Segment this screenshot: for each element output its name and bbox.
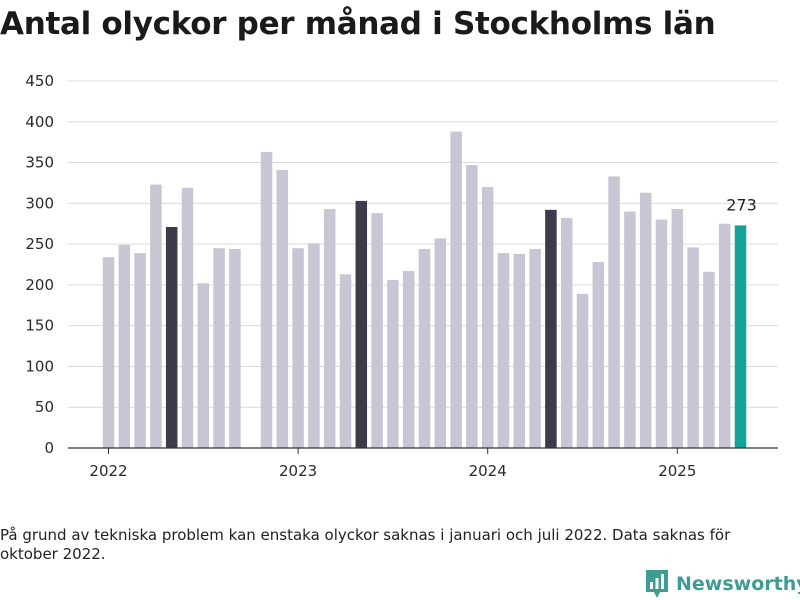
bar-2022-09 [229,249,241,448]
bar-2022-07 [197,283,210,448]
newsworthy-logo-icon [646,570,668,598]
bar-2024-09 [608,176,620,449]
y-tick-label: 200 [25,276,54,294]
bar-2024-04 [529,249,541,448]
bar-2024-02 [497,253,510,448]
y-tick-label: 150 [25,317,54,335]
bar-2023-10 [434,238,447,448]
bar-2024-08 [592,262,605,448]
y-tick-label: 300 [25,194,54,212]
x-tick-label: 2025 [658,462,696,480]
y-tick-label: 350 [25,154,54,172]
bar-2025-03 [703,271,715,448]
brand-name: Newsworthy [676,573,800,595]
bar-2022-11 [260,151,273,448]
bar-2024-10 [624,211,636,448]
bars [102,131,747,449]
latest-value-label: 273 [726,195,757,214]
bar-2023-12 [466,165,478,448]
bar-2023-11 [450,131,462,448]
bar-2025-02 [687,247,699,448]
bar-2024-03 [513,253,526,448]
bar-2023-05 [355,200,368,448]
y-axis-ticks: 0 50 100 150 200 250 300 350 400 450 [25,72,54,457]
bar-2023-02 [308,243,320,448]
chart-title: Antal olyckor per månad i Stockholms län [0,6,716,42]
bar-2024-07 [576,293,589,448]
bar-2024-11 [639,192,652,448]
footnote: På grund av tekniska problem kan enstaka… [0,526,731,563]
bar-2022-01 [102,257,115,448]
data-labels: 273 [726,195,757,214]
bar-2023-04 [339,274,352,448]
bar-2022-12 [276,169,289,448]
bar-2022-04 [150,184,162,448]
bar-2024-01 [481,187,494,448]
y-tick-label: 450 [25,72,54,90]
x-tick-label: 2024 [469,462,507,480]
x-tick-label: 2023 [279,462,317,480]
bar-2024-06 [560,218,573,448]
x-axis: 2022 2023 2024 2025 [68,447,778,480]
bar-2022-02 [118,244,131,448]
y-tick-label: 50 [35,398,54,416]
bar-2023-09 [418,249,431,448]
bar-2023-01 [292,248,304,448]
bar-2023-07 [387,279,399,448]
brand[interactable]: Newsworthy [645,569,800,599]
x-tick-label: 2022 [89,462,127,480]
bar-2022-06 [181,187,194,449]
bar-2023-03 [323,209,336,448]
bar-2022-03 [134,253,146,448]
bar-2025-04 [718,223,731,448]
y-tick-label: 100 [25,357,54,375]
bar-2025-05 [734,225,747,448]
bar-2023-06 [371,213,383,448]
bar-2025-01 [671,209,684,448]
y-tick-label: 0 [44,439,54,457]
bar-chart: 0 50 100 150 200 250 300 350 400 450 2022 2023 2024… [25,72,778,480]
bar-2022-08 [213,248,225,448]
y-tick-label: 250 [25,235,54,253]
bar-2022-05 [165,226,178,448]
bar-2024-12 [655,219,668,448]
bar-2024-05 [545,209,557,448]
y-tick-label: 400 [25,113,54,131]
bar-2023-08 [402,271,415,448]
